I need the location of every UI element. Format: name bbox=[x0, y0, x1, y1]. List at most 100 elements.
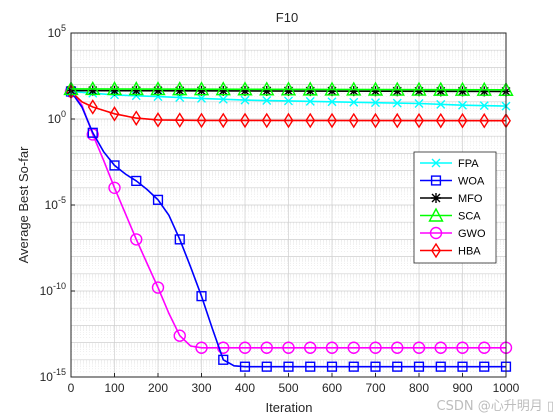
diamond-marker bbox=[196, 112, 207, 129]
y-tick-label: 100 bbox=[48, 109, 66, 126]
diamond-marker bbox=[479, 112, 490, 129]
triangle-marker bbox=[237, 81, 253, 96]
circle-marker bbox=[434, 341, 447, 354]
series-sca bbox=[63, 80, 514, 96]
circle-marker bbox=[391, 341, 404, 354]
star-marker bbox=[327, 86, 337, 97]
diamond-marker bbox=[348, 112, 359, 129]
diamond-marker bbox=[414, 112, 424, 129]
diamond-marker bbox=[109, 106, 120, 122]
circle-marker bbox=[325, 341, 339, 354]
legend-label: SCA bbox=[458, 211, 481, 223]
square-marker bbox=[218, 354, 229, 365]
star-marker bbox=[370, 86, 381, 97]
legend: FPA WOA MFO SCA GWO HBA bbox=[413, 151, 497, 264]
y-tick-label: 105 bbox=[48, 23, 66, 40]
x-axis-label: Iteration bbox=[266, 400, 313, 415]
circle-marker bbox=[238, 341, 252, 354]
x-tick-label: 100 bbox=[104, 381, 124, 395]
circle-marker bbox=[108, 181, 121, 195]
triangle-marker bbox=[433, 81, 449, 96]
circle-marker bbox=[260, 341, 273, 354]
star-marker bbox=[87, 85, 98, 96]
star-marker bbox=[479, 86, 490, 97]
square-marker bbox=[370, 361, 381, 372]
square-marker bbox=[430, 175, 442, 186]
series-hba bbox=[66, 83, 511, 129]
triangle-marker bbox=[428, 207, 444, 222]
diamond-marker bbox=[153, 112, 163, 128]
star-marker bbox=[240, 85, 250, 96]
series-layer bbox=[63, 80, 514, 372]
x-marker bbox=[327, 97, 337, 107]
star-marker bbox=[196, 85, 207, 96]
triangle-marker bbox=[259, 81, 275, 96]
triangle-marker bbox=[280, 81, 297, 96]
square-marker bbox=[326, 361, 338, 372]
triangle-marker bbox=[411, 81, 427, 96]
legend-label: WOA bbox=[458, 176, 485, 188]
chart-title: F10 bbox=[276, 10, 298, 25]
x-tick-label: 600 bbox=[322, 381, 342, 395]
square-marker bbox=[131, 175, 142, 187]
circle-marker bbox=[130, 233, 143, 246]
legend-item-fpa: FPA bbox=[420, 158, 479, 170]
star-marker bbox=[348, 86, 359, 97]
square-marker bbox=[413, 361, 425, 372]
x-marker bbox=[458, 100, 467, 110]
legend-label: MFO bbox=[458, 193, 483, 205]
circle-marker bbox=[347, 341, 360, 354]
y-tick-label: 10-15 bbox=[40, 367, 66, 384]
square-marker bbox=[239, 361, 251, 372]
x-marker bbox=[479, 101, 489, 111]
triangle-marker bbox=[324, 81, 340, 96]
diamond-marker bbox=[283, 112, 294, 129]
x-marker bbox=[436, 99, 446, 109]
diamond-marker bbox=[327, 112, 337, 129]
diamond-marker bbox=[87, 99, 98, 115]
triangle-marker bbox=[367, 81, 384, 96]
x-tick-label: 900 bbox=[452, 381, 472, 395]
legend-box bbox=[413, 151, 497, 264]
star-marker bbox=[392, 86, 403, 97]
y-tick-label: 10-5 bbox=[45, 195, 66, 212]
diamond-marker bbox=[174, 112, 185, 128]
triangle-marker bbox=[106, 81, 123, 96]
triangle-marker bbox=[85, 80, 101, 96]
circle-marker bbox=[217, 341, 230, 354]
x-marker bbox=[305, 96, 315, 106]
square-marker bbox=[479, 361, 490, 372]
x-marker bbox=[262, 96, 272, 106]
watermark: CSDN @心升明月 ▯ bbox=[436, 399, 554, 414]
triangle-marker bbox=[476, 81, 492, 96]
circle-marker bbox=[195, 341, 208, 354]
circle-marker bbox=[304, 341, 317, 354]
diamond-marker bbox=[435, 112, 446, 129]
x-marker bbox=[431, 158, 441, 168]
x-tick-label: 400 bbox=[235, 381, 255, 395]
star-marker bbox=[431, 193, 441, 203]
triangle-marker bbox=[302, 81, 318, 96]
square-marker bbox=[261, 361, 272, 372]
x-marker bbox=[349, 97, 359, 107]
square-marker bbox=[174, 234, 185, 245]
x-axis-ticks: 0 100 200 300 400 500 600 700 800 900 1000 bbox=[68, 373, 520, 395]
triangle-marker bbox=[454, 81, 471, 96]
star-marker bbox=[435, 86, 446, 97]
x-tick-label: 300 bbox=[191, 381, 211, 395]
star-marker bbox=[218, 85, 229, 96]
x-tick-label: 200 bbox=[148, 381, 168, 395]
legend-item-woa: WOA bbox=[420, 175, 485, 188]
y-tick-label: 10-10 bbox=[40, 281, 66, 298]
square-marker bbox=[283, 361, 294, 372]
star-marker bbox=[457, 86, 468, 97]
star-marker bbox=[414, 86, 424, 97]
legend-item-hba: HBA bbox=[420, 242, 481, 259]
legend-item-gwo: GWO bbox=[420, 226, 486, 240]
diamond-marker bbox=[240, 112, 250, 129]
x-tick-label: 700 bbox=[365, 381, 385, 395]
x-marker bbox=[414, 99, 424, 109]
circle-marker bbox=[412, 341, 426, 354]
diamond-marker bbox=[392, 112, 403, 129]
diamond-marker bbox=[370, 112, 381, 129]
